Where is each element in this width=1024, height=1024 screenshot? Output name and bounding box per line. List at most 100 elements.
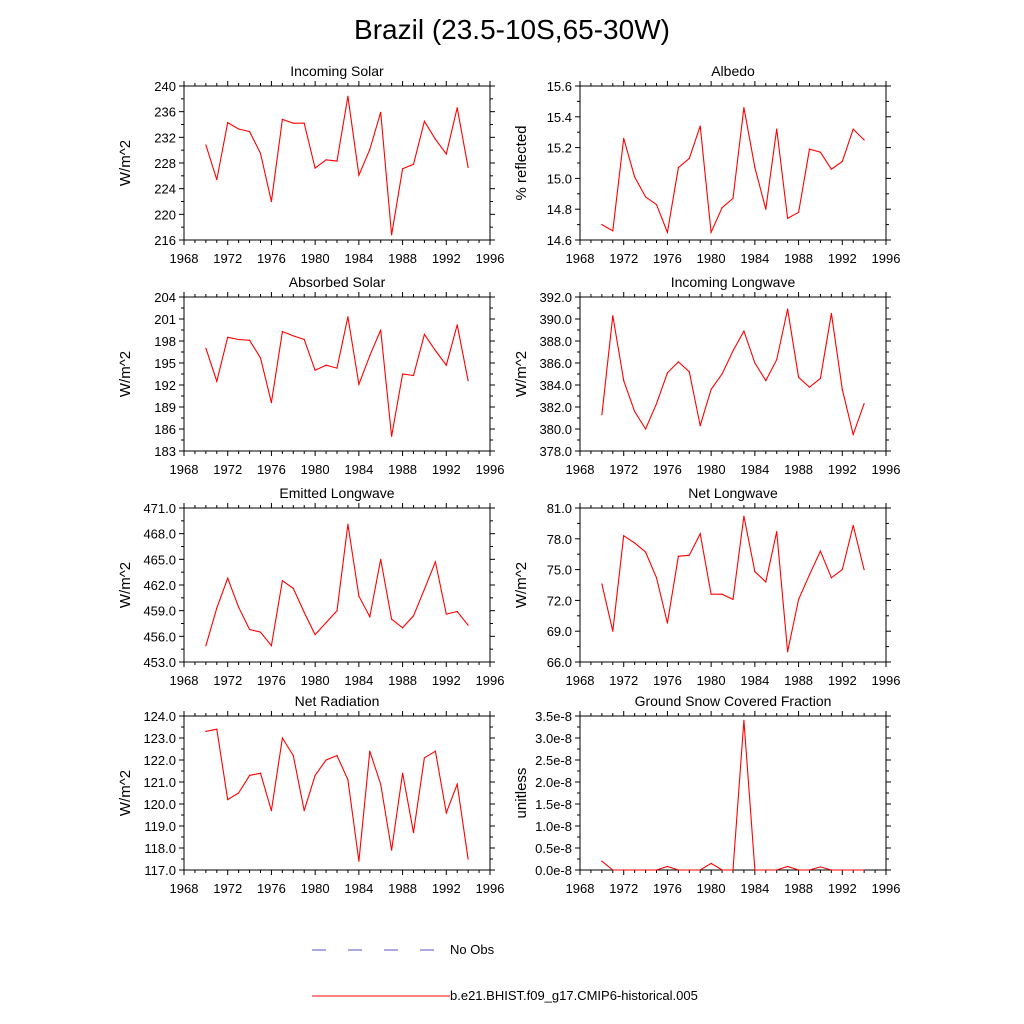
y-axis-label: % reflected <box>513 125 530 200</box>
data-point <box>248 339 251 341</box>
plot-frame <box>579 715 887 871</box>
data-point <box>259 772 262 774</box>
data-point <box>688 554 690 556</box>
data-point <box>819 151 822 153</box>
y-tick-label: 216 <box>154 233 176 248</box>
data-point <box>434 138 436 140</box>
data-point <box>369 148 371 151</box>
chart-panel-3: Absorbed Solar 1968 1972 1976 1980 1984 1988 19… <box>117 274 504 477</box>
data-point <box>314 774 316 777</box>
x-tick-label: 1996 <box>476 881 505 896</box>
y-tick-label: 15.6 <box>547 79 572 94</box>
data-point <box>666 865 669 868</box>
data-point <box>754 362 756 364</box>
data-point <box>819 377 822 379</box>
chart-title: Emitted Longwave <box>279 485 394 501</box>
data-point <box>644 428 647 430</box>
data-point <box>412 832 415 834</box>
y-axis-label: W/m^2 <box>513 351 530 397</box>
y-tick-label: 123.0 <box>143 731 176 746</box>
data-point <box>336 160 338 162</box>
y-axis-label: unitless <box>513 768 530 819</box>
data-point <box>325 759 327 761</box>
data-point <box>765 581 767 583</box>
data-point <box>303 122 305 124</box>
y-tick-label: 388.0 <box>539 334 572 349</box>
data-point <box>216 728 218 730</box>
data-point <box>677 555 679 557</box>
x-tick-label: 1980 <box>301 462 330 477</box>
data-point <box>601 860 603 862</box>
data-point <box>634 410 636 412</box>
series-line <box>601 720 865 871</box>
x-tick-label: 1972 <box>609 251 638 266</box>
data-point <box>259 357 262 359</box>
data-point <box>314 369 316 371</box>
x-tick-label: 1984 <box>740 462 769 477</box>
data-point <box>248 774 251 777</box>
page-title: Brazil (23.5-10S,65-30W) <box>354 14 670 45</box>
data-point <box>830 312 832 315</box>
x-tick-label: 1992 <box>432 251 461 266</box>
x-tick-label: 1968 <box>170 251 199 266</box>
y-tick-label: 183 <box>154 444 176 459</box>
x-tick-label: 1996 <box>872 251 901 266</box>
data-point <box>456 783 458 785</box>
x-tick-label: 1996 <box>872 673 901 688</box>
data-point <box>336 755 338 757</box>
data-point <box>852 128 854 130</box>
data-point <box>699 425 701 427</box>
data-point <box>710 862 712 865</box>
y-tick-label: 121.0 <box>143 775 176 790</box>
y-tick-label: 456.0 <box>143 629 176 644</box>
data-point <box>765 380 767 382</box>
data-point <box>325 364 327 366</box>
data-point <box>456 107 458 109</box>
data-point <box>467 380 469 382</box>
data-point <box>380 783 382 785</box>
data-point <box>336 367 338 369</box>
x-tick-label: 1972 <box>213 881 242 896</box>
data-point <box>612 630 614 632</box>
data-point <box>467 624 469 626</box>
data-point <box>227 799 229 801</box>
x-tick-label: 1976 <box>257 251 286 266</box>
y-tick-label: 240 <box>154 79 176 94</box>
y-tick-label: 189 <box>154 400 176 415</box>
data-point <box>634 542 636 544</box>
data-point <box>205 347 207 349</box>
chart-title: Incoming Solar <box>290 63 384 79</box>
x-tick-label: 1976 <box>257 881 286 896</box>
data-point <box>358 860 360 862</box>
chart-panel-4: Incoming Longwave 1968 1972 1976 1980 1984 198… <box>513 274 900 477</box>
x-tick-label: 1976 <box>653 462 682 477</box>
legend-obs-line <box>312 949 450 951</box>
x-tick-label: 1968 <box>566 251 595 266</box>
data-point <box>601 414 603 416</box>
data-point <box>819 550 822 552</box>
y-tick-label: 122.0 <box>143 753 176 768</box>
y-tick-label: 453.0 <box>143 655 176 670</box>
chart-title: Ground Snow Covered Fraction <box>635 693 832 709</box>
legend-model-label: b.e21.BHIST.f09_g17.CMIP6-historical.005 <box>450 988 698 1003</box>
data-point <box>325 622 327 624</box>
y-tick-label: 384.0 <box>539 378 572 393</box>
data-point <box>292 587 294 590</box>
x-tick-label: 1972 <box>609 881 638 896</box>
y-tick-label: 380.0 <box>539 422 572 437</box>
y-axis-label: W/m^2 <box>117 140 134 186</box>
data-point <box>391 435 393 437</box>
data-point <box>776 869 778 871</box>
data-point <box>732 197 734 200</box>
data-point <box>401 772 404 774</box>
data-point <box>303 611 305 613</box>
data-point <box>623 869 625 871</box>
data-point <box>655 403 658 405</box>
y-tick-label: 75.0 <box>547 563 572 578</box>
data-point <box>227 336 229 338</box>
data-point <box>765 869 767 871</box>
data-point <box>623 535 625 537</box>
data-point <box>655 869 658 871</box>
data-point <box>732 350 734 352</box>
